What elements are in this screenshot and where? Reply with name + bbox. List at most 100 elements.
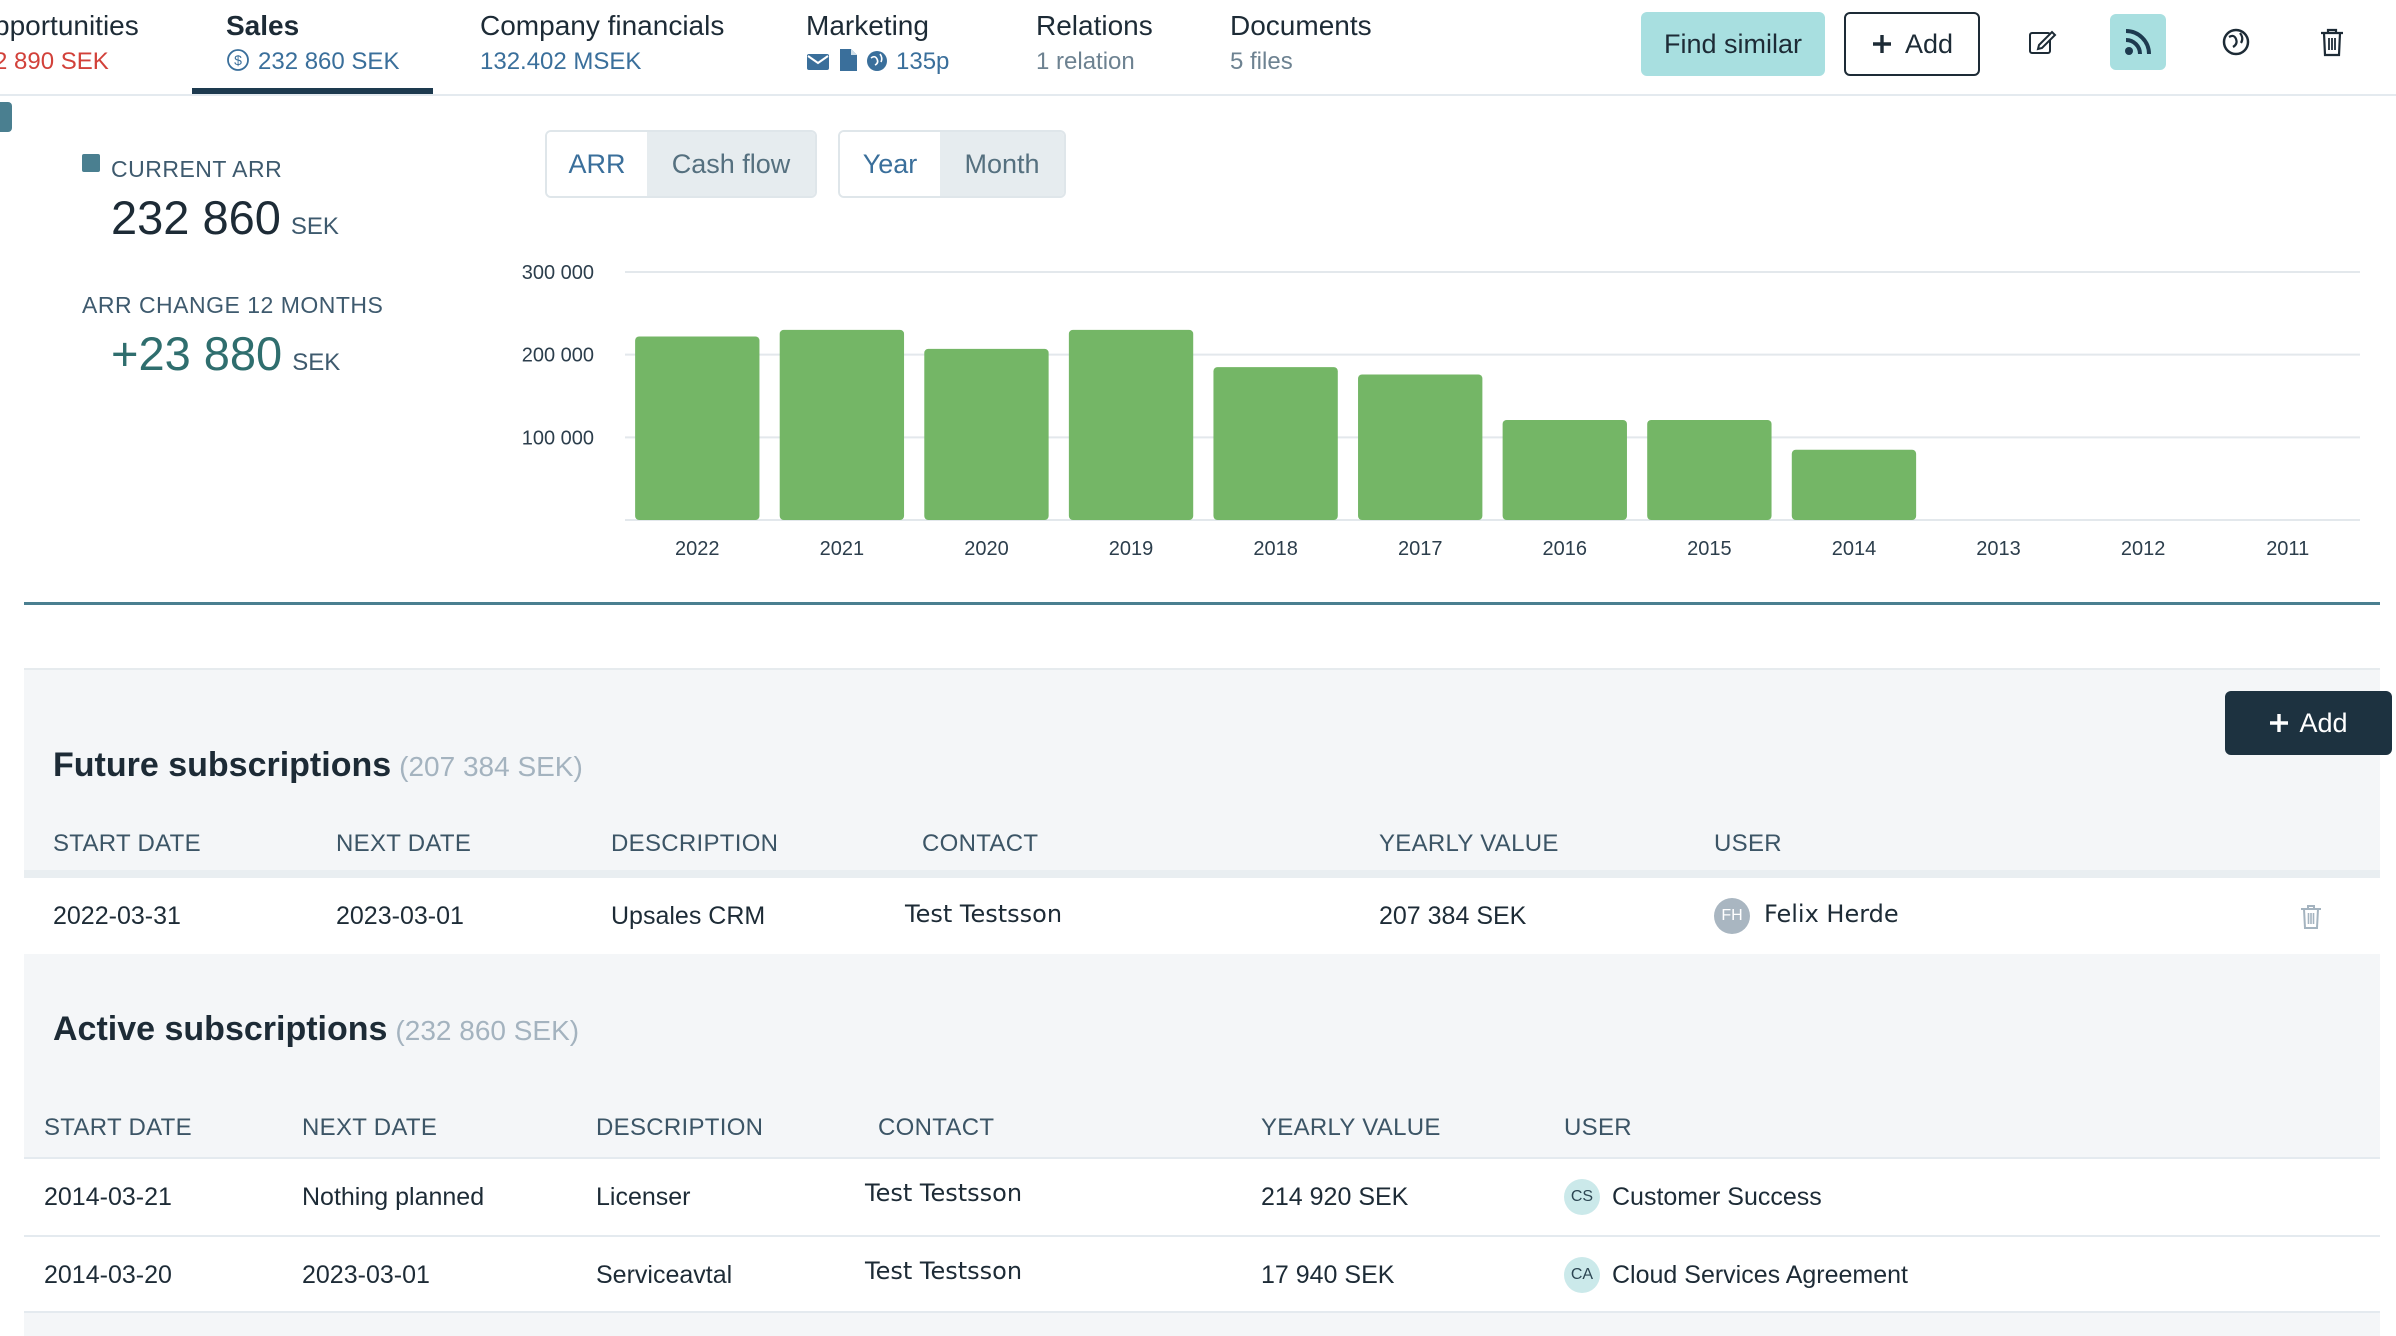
tab-sub: 2 890 SEK: [0, 48, 109, 75]
tab-sales[interactable]: Sales $232 860 SEK: [192, 10, 434, 94]
active-header-row: START DATE NEXT DATE DESCRIPTION CONTACT…: [24, 1096, 2380, 1156]
cell-contact[interactable]: Test Testsson: [865, 1257, 1023, 1285]
future-header-row: START DATE NEXT DATE DESCRIPTION CONTACT…: [24, 812, 2380, 870]
edit-icon[interactable]: [2014, 14, 2070, 70]
active-tab-indicator: [192, 88, 434, 94]
x-tick-label: 2018: [1253, 538, 1298, 560]
cell-start-date: 2014-03-21: [44, 1183, 172, 1211]
table-row[interactable]: 2014-03-20 2023-03-01 Serviceavtal Test …: [24, 1235, 2380, 1313]
period-toggle: Year Month: [838, 130, 1066, 198]
active-title-text: Active subscriptions: [53, 1010, 388, 1048]
add-label: Add: [1904, 28, 1954, 59]
document-icon: [840, 49, 857, 71]
tab-sub: 135p: [806, 48, 949, 76]
tab-sub: 1 relation: [1036, 48, 1135, 75]
tab-documents[interactable]: Documents 5 files: [1230, 10, 1372, 94]
bar-2015[interactable]: [1647, 419, 1772, 520]
bar-2020[interactable]: [924, 348, 1049, 520]
col-description: DESCRIPTION: [611, 830, 779, 857]
y-tick-label: 300 000: [522, 262, 594, 284]
col-yearly-value: YEARLY VALUE: [1261, 1114, 1441, 1141]
avatar: CA: [1564, 1257, 1600, 1293]
add-button[interactable]: Add: [1844, 12, 1980, 76]
x-tick-label: 2020: [964, 538, 1009, 560]
cell-description: Licenser: [596, 1183, 691, 1211]
add-subscription-label: Add: [2299, 707, 2348, 738]
bar-2016[interactable]: [1502, 419, 1627, 520]
add-subscription-button[interactable]: Add: [2225, 691, 2392, 755]
col-next-date: NEXT DATE: [302, 1114, 438, 1141]
tab-relations[interactable]: Relations 1 relation: [1036, 10, 1153, 94]
cell-yearly-value: 17 940 SEK: [1261, 1261, 1395, 1289]
x-tick-label: 2014: [1832, 538, 1877, 560]
bar-2014[interactable]: [1791, 449, 1917, 520]
col-start-date: START DATE: [44, 1114, 192, 1141]
future-subscriptions-title: Future subscriptions (207 384 SEK): [53, 746, 583, 785]
find-similar-button[interactable]: Find similar: [1641, 12, 1825, 76]
active-total: (232 860 SEK): [395, 1015, 580, 1046]
plus-icon: [2270, 714, 2289, 732]
x-tick-label: 2022: [675, 538, 720, 560]
table-row[interactable]: 2014-03-21 Nothing planned Licenser Test…: [24, 1157, 2380, 1235]
toggle-cash-flow[interactable]: Cash flow: [647, 132, 815, 196]
cell-contact[interactable]: Test Testsson: [865, 1179, 1023, 1207]
envelope-icon: [807, 54, 829, 70]
toggle-arr[interactable]: ARR: [547, 132, 647, 196]
current-arr-number: 232 860: [111, 191, 281, 244]
table-row[interactable]: 2022-03-31 2023-03-01 Upsales CRM Test T…: [24, 878, 2380, 954]
tab-label: Documents: [1230, 10, 1372, 41]
col-yearly-value: YEARLY VALUE: [1379, 830, 1559, 857]
bar-2019[interactable]: [1068, 329, 1194, 520]
trash-icon[interactable]: [2304, 14, 2360, 70]
tab-marketing[interactable]: Marketing 135p: [806, 10, 949, 94]
col-user: USER: [1564, 1114, 1632, 1141]
sales-total: 232 860 SEK: [258, 48, 400, 75]
bar-2021[interactable]: [779, 329, 905, 520]
col-contact: CONTACT: [922, 830, 1039, 857]
x-tick-label: 2016: [1543, 538, 1588, 560]
future-total: (207 384 SEK): [399, 751, 583, 782]
globe-icon: [867, 51, 887, 71]
cell-start-date: 2014-03-20: [44, 1261, 172, 1289]
col-user: USER: [1714, 830, 1782, 857]
arr-change-value: +23 880 SEK: [111, 326, 340, 381]
cell-user: Felix Herde: [1764, 900, 1899, 928]
cell-start-date: 2022-03-31: [53, 902, 181, 930]
bar-2017[interactable]: [1358, 374, 1483, 520]
cell-user: Cloud Services Agreement: [1612, 1261, 1908, 1289]
bar-2018[interactable]: [1213, 367, 1338, 520]
arr-change-unit: SEK: [292, 349, 341, 376]
tab-sub: $232 860 SEK: [226, 48, 399, 76]
tab-company-financials[interactable]: Company financials 132.402 MSEK: [480, 10, 724, 94]
arr-change-number: +23 880: [111, 327, 283, 380]
x-tick-label: 2021: [820, 538, 865, 560]
cell-next-date: Nothing planned: [302, 1183, 485, 1211]
active-subscriptions-title: Active subscriptions (232 860 SEK): [53, 1010, 579, 1049]
current-arr-value: 232 860 SEK: [111, 190, 339, 245]
table-bottom-border: [24, 1311, 2380, 1313]
toggle-year[interactable]: Year: [840, 132, 940, 196]
chart-divider: [24, 602, 2380, 605]
x-tick-label: 2013: [1976, 538, 2021, 560]
tab-label: Marketing: [806, 10, 929, 41]
tab-label: Relations: [1036, 10, 1153, 41]
globe-sync-icon[interactable]: [2208, 14, 2264, 70]
x-tick-label: 2015: [1687, 538, 1732, 560]
current-arr-label: CURRENT ARR: [111, 156, 283, 182]
y-tick-label: 100 000: [522, 427, 594, 449]
rss-feed-icon[interactable]: [2110, 14, 2166, 70]
y-tick-label: 200 000: [522, 345, 594, 367]
plus-icon: [1872, 35, 1891, 53]
col-description: DESCRIPTION: [596, 1114, 764, 1141]
cell-contact[interactable]: Test Testsson: [905, 900, 1063, 928]
bar-2022[interactable]: [635, 336, 760, 520]
tab-opportunities[interactable]: pportunities 2 890 SEK: [0, 10, 139, 94]
header-separator: [24, 870, 2380, 878]
delete-row-trash-icon[interactable]: [2300, 904, 2322, 935]
cell-description: Serviceavtal: [596, 1261, 733, 1289]
toggle-month[interactable]: Month: [940, 132, 1064, 196]
tab-sub: 5 files: [1230, 48, 1293, 75]
cell-next-date: 2023-03-01: [336, 902, 464, 930]
cell-next-date: 2023-03-01: [302, 1261, 430, 1289]
x-tick-label: 2011: [2266, 538, 2309, 560]
